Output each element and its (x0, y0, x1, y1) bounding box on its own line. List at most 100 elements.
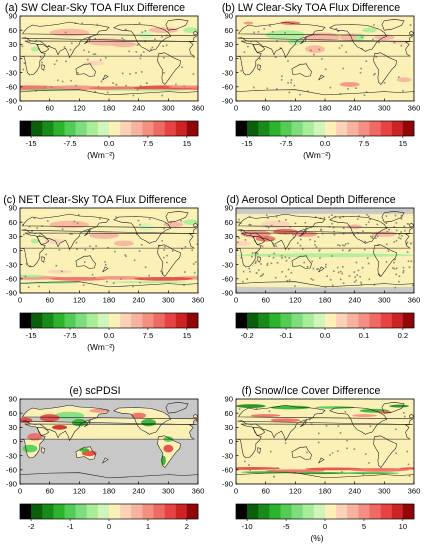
speckle (163, 57, 165, 59)
anomaly-patch (138, 223, 154, 231)
speckle (120, 278, 122, 280)
anomaly-patch (354, 33, 365, 42)
speckle (181, 66, 183, 69)
speckle (318, 432, 320, 435)
speckle (374, 72, 376, 75)
speckle (95, 245, 97, 247)
speckle (184, 246, 187, 248)
colorbar-segment (20, 313, 32, 328)
speckle (398, 233, 401, 236)
coast-antarctica (236, 472, 414, 484)
colorbar-segment (325, 121, 337, 136)
speckle (345, 243, 347, 245)
speckle (271, 239, 273, 242)
speckle (337, 266, 339, 269)
colorbar-segment (53, 313, 65, 328)
speckle (402, 269, 405, 272)
speckle (406, 241, 409, 244)
speckle (373, 24, 375, 26)
colorbar-segment (142, 504, 154, 519)
anomaly-patch (89, 408, 110, 413)
colorbar-segment (120, 504, 132, 519)
coast-greenland (381, 402, 405, 414)
anomaly-patch (27, 433, 43, 441)
x-tick-label: 360 (408, 104, 421, 113)
speckle (331, 452, 334, 454)
anomaly-patch (141, 418, 156, 427)
speckle (65, 60, 67, 63)
colorbar: -0.2 -0.1 0.0 0.1 0.2 (235, 312, 415, 340)
colorbar-segment (20, 121, 32, 136)
colorbar-segment (164, 313, 177, 328)
speckle (285, 275, 287, 278)
speckle (275, 245, 278, 247)
speckle (363, 248, 366, 251)
speckle (383, 82, 386, 84)
coast-madagascar (41, 64, 46, 71)
speckle (83, 261, 86, 263)
anomaly-patch (396, 77, 412, 83)
speckle (293, 84, 296, 87)
y-tick-label: -90 (222, 289, 233, 298)
speckle (272, 242, 275, 245)
anomaly-patch (240, 230, 271, 238)
speckle (395, 452, 397, 455)
speckle (403, 225, 406, 228)
speckle (387, 250, 390, 252)
speckle (132, 94, 135, 97)
speckle (317, 441, 320, 444)
speckle (288, 91, 291, 94)
speckle (339, 244, 341, 247)
colorbar-segment (86, 121, 99, 136)
colorbar-tick-label: 7.5 (359, 139, 370, 148)
speckle (267, 217, 269, 219)
speckle (395, 267, 398, 270)
speckle (161, 94, 163, 97)
speckle (310, 49, 312, 52)
speckle (342, 227, 345, 230)
x-tick-label: 240 (132, 487, 145, 496)
colorbar-segment (120, 313, 132, 328)
anomaly-patch (250, 414, 281, 417)
speckle (368, 462, 370, 464)
speckle (237, 241, 239, 244)
x-tick-label: 60 (261, 104, 269, 113)
speckle (271, 31, 274, 33)
speckle (395, 428, 397, 431)
colorbar-segment (302, 504, 315, 519)
x-tick-label: 360 (192, 104, 205, 113)
coast-japan (84, 36, 91, 45)
speckle (148, 274, 150, 277)
speckle (408, 475, 411, 477)
speckle (238, 237, 240, 239)
coast-greenland (165, 402, 189, 414)
speckle (138, 22, 141, 24)
y-tick-label: 0 (229, 437, 233, 446)
speckle (331, 255, 333, 257)
speckle (50, 86, 53, 89)
speckle (71, 42, 73, 45)
speckle (75, 241, 78, 244)
colorbar-segment (186, 121, 199, 136)
colorbar-segment (258, 313, 270, 328)
speckle (286, 279, 289, 282)
colorbar-segment (109, 504, 121, 519)
y-tick-label: 30 (225, 423, 233, 432)
speckle (355, 279, 357, 282)
speckle (376, 235, 379, 238)
anomaly-patch (79, 448, 90, 452)
colorbar-segment (336, 504, 348, 519)
coast-africa (20, 423, 198, 459)
speckle (319, 257, 321, 259)
speckle (274, 56, 277, 58)
speckle (77, 72, 79, 74)
y-tick-label: -90 (6, 97, 17, 106)
speckle (251, 255, 253, 258)
speckle (166, 254, 168, 257)
coast-uk (193, 222, 198, 228)
x-tick-label: 120 (289, 487, 302, 496)
speckle (356, 218, 359, 220)
speckle (406, 223, 409, 225)
